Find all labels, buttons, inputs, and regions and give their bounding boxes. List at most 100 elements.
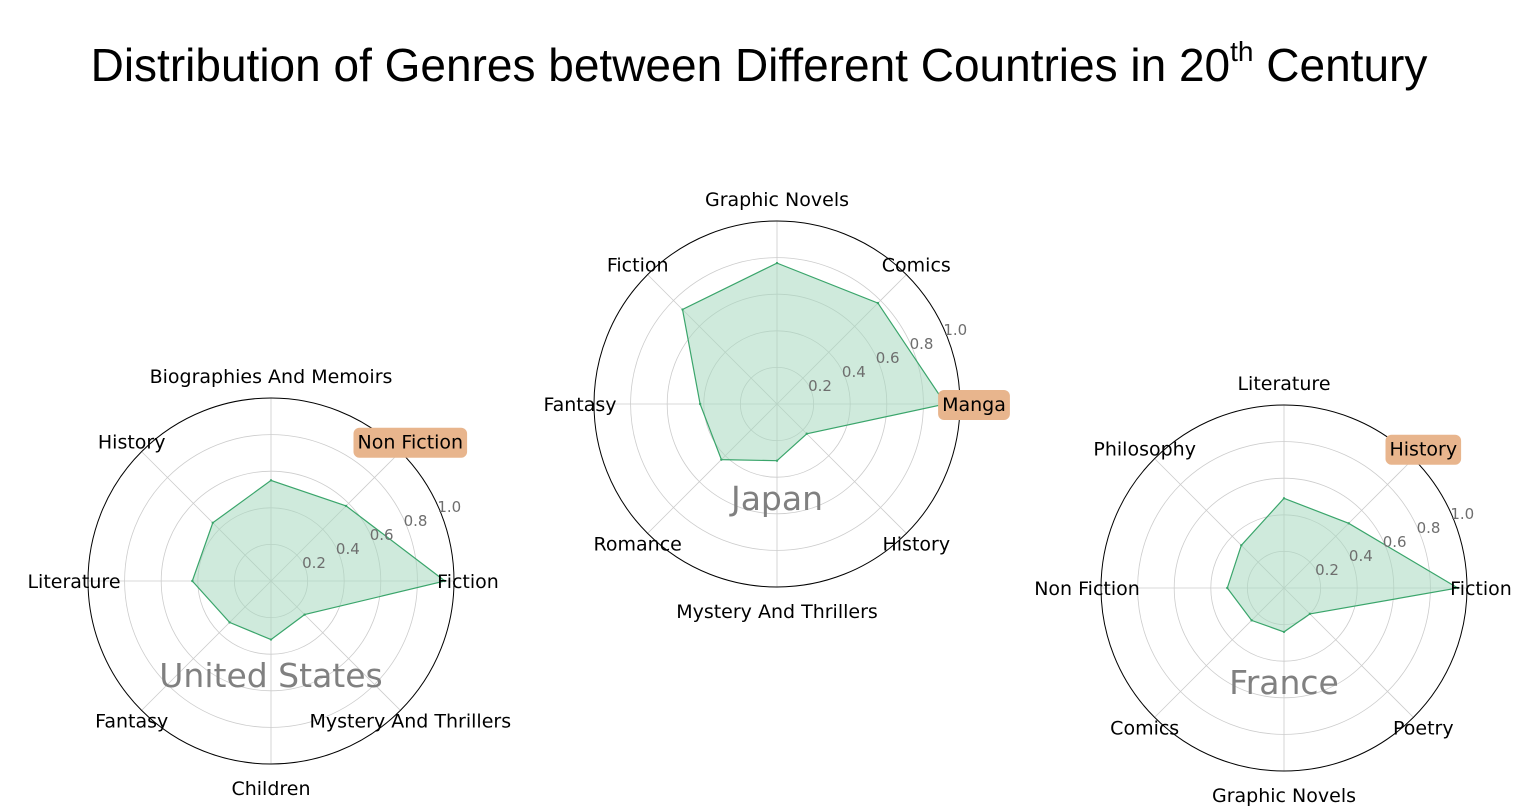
chart-title-superscript: th bbox=[1230, 36, 1254, 67]
highlight-box bbox=[353, 427, 468, 458]
data-point-romance bbox=[720, 458, 723, 461]
tick-label-5: 1.0 bbox=[943, 321, 967, 339]
highlight-box bbox=[1385, 434, 1462, 465]
tick-label-4: 0.8 bbox=[1417, 519, 1441, 537]
axis-label-group-biographies-and-memoirs: Biographies And Memoirs bbox=[150, 366, 393, 388]
data-point-history bbox=[805, 432, 808, 435]
axis-label-group-history: History bbox=[98, 432, 166, 454]
data-point-fantasy bbox=[698, 402, 702, 406]
tick-label-5: 1.0 bbox=[437, 498, 461, 516]
chart-title: Distribution of Genres between Different… bbox=[0, 38, 1518, 92]
outer-frame bbox=[87, 397, 455, 765]
tick-label-4: 0.8 bbox=[404, 512, 428, 530]
tick-label-3: 0.6 bbox=[876, 349, 900, 367]
data-point-fiction bbox=[1456, 586, 1460, 590]
axis-label-group-mystery-and-thrillers: Mystery And Thrillers bbox=[309, 710, 511, 732]
axis-label-literature: Literature bbox=[1237, 373, 1330, 395]
axis-label-group-poetry: Poetry bbox=[1393, 717, 1454, 739]
axis-label-group-fiction: Fiction bbox=[607, 255, 669, 277]
data-point-history bbox=[211, 521, 214, 524]
country-label: France bbox=[1229, 663, 1339, 702]
chart-title-prefix: Distribution of Genres between Different… bbox=[90, 39, 1231, 91]
axis-label-group-non-fiction: Non Fiction bbox=[353, 427, 468, 458]
axis-label-group-graphic-novels: Graphic Novels bbox=[1212, 785, 1356, 806]
data-point-graphic-novels bbox=[775, 261, 779, 265]
data-point-fiction bbox=[443, 579, 447, 583]
highlight-box bbox=[938, 390, 1010, 420]
tick-label-1: 0.2 bbox=[302, 554, 326, 572]
axis-label-mystery-and-thrillers: Mystery And Thrillers bbox=[676, 601, 878, 623]
axis-label-group-philosophy: Philosophy bbox=[1093, 439, 1196, 461]
axis-label-manga: Manga bbox=[942, 394, 1006, 416]
axis-label-children: Children bbox=[231, 778, 310, 800]
data-point-mystery-and-thrillers bbox=[303, 613, 306, 616]
axis-label-group-manga: Manga bbox=[938, 390, 1010, 420]
axis-label-group-fiction: Fiction bbox=[437, 571, 499, 593]
axis-label-group-romance: Romance bbox=[594, 533, 682, 555]
data-point-literature bbox=[191, 579, 194, 583]
tick-label-3: 0.6 bbox=[370, 526, 394, 544]
tick-label-1: 0.2 bbox=[808, 377, 832, 395]
axis-label-group-history: History bbox=[1385, 434, 1462, 465]
axis-label-fiction: Fiction bbox=[607, 255, 669, 277]
axis-label-poetry: Poetry bbox=[1393, 717, 1454, 739]
axis-label-mystery-and-thrillers: Mystery And Thrillers bbox=[309, 710, 511, 732]
axis-label-group-comics: Comics bbox=[882, 255, 951, 277]
axis-label-philosophy: Philosophy bbox=[1093, 439, 1196, 461]
axis-label-literature: Literature bbox=[27, 571, 120, 593]
axis-label-group-literature: Literature bbox=[1237, 373, 1330, 395]
axis-label-group-fantasy: Fantasy bbox=[95, 710, 168, 732]
country-label: United States bbox=[159, 656, 382, 695]
axis-label-group-literature: Literature bbox=[27, 571, 120, 593]
data-point-history bbox=[1347, 522, 1350, 525]
axis-label-group-graphic-novels: Graphic Novels bbox=[705, 189, 849, 211]
data-point-literature bbox=[1282, 497, 1286, 500]
axis-label-group-children: Children bbox=[231, 778, 310, 800]
axis-label-fiction: Fiction bbox=[1450, 578, 1512, 600]
data-point-children bbox=[269, 638, 273, 641]
axis-label-romance: Romance bbox=[594, 533, 682, 555]
tick-label-2: 0.4 bbox=[336, 540, 360, 558]
data-point-graphic-novels bbox=[1282, 630, 1286, 634]
data-point-poetry bbox=[1308, 612, 1312, 616]
axis-label-graphic-novels: Graphic Novels bbox=[1212, 785, 1356, 806]
axis-label-non-fiction: Non Fiction bbox=[1034, 578, 1140, 600]
axis-label-non-fiction: Non Fiction bbox=[358, 432, 464, 454]
data-point-biographies-and-memoirs bbox=[269, 479, 273, 482]
data-point-comics bbox=[1250, 619, 1253, 622]
outer-frame bbox=[1100, 404, 1468, 772]
data-point-philosophy bbox=[1240, 544, 1243, 547]
data-point-mystery-and-thrillers bbox=[775, 459, 779, 462]
axis-label-fantasy: Fantasy bbox=[95, 710, 168, 732]
axis-label-group-mystery-and-thrillers: Mystery And Thrillers bbox=[676, 601, 878, 623]
axis-label-graphic-novels: Graphic Novels bbox=[705, 189, 849, 211]
tick-label-1: 0.2 bbox=[1315, 561, 1339, 579]
data-point-non-fiction bbox=[344, 504, 348, 508]
axis-label-biographies-and-memoirs: Biographies And Memoirs bbox=[150, 366, 393, 388]
axis-label-group-history: History bbox=[882, 533, 950, 555]
axis-label-group-comics: Comics bbox=[1110, 717, 1179, 739]
axis-label-group-fantasy: Fantasy bbox=[543, 394, 616, 416]
data-point-fantasy bbox=[228, 621, 231, 624]
tick-label-3: 0.6 bbox=[1383, 533, 1407, 551]
tick-label-2: 0.4 bbox=[842, 363, 866, 381]
axis-label-group-fiction: Fiction bbox=[1450, 578, 1512, 600]
country-label: Japan bbox=[729, 479, 823, 518]
tick-label-2: 0.4 bbox=[1349, 547, 1373, 565]
axis-label-comics: Comics bbox=[882, 255, 951, 277]
chart-title-suffix: Century bbox=[1253, 39, 1428, 91]
axis-label-history: History bbox=[98, 432, 166, 454]
data-point-non-fiction bbox=[1226, 586, 1229, 590]
tick-label-4: 0.8 bbox=[910, 335, 934, 353]
axis-label-history: History bbox=[1389, 439, 1457, 461]
axis-label-fantasy: Fantasy bbox=[543, 394, 616, 416]
data-point-fiction bbox=[681, 308, 684, 311]
axis-label-fiction: Fiction bbox=[437, 571, 499, 593]
tick-label-5: 1.0 bbox=[1450, 505, 1474, 523]
data-point-comics bbox=[876, 301, 880, 305]
axis-label-history: History bbox=[882, 533, 950, 555]
axis-label-group-non-fiction: Non Fiction bbox=[1034, 578, 1140, 600]
